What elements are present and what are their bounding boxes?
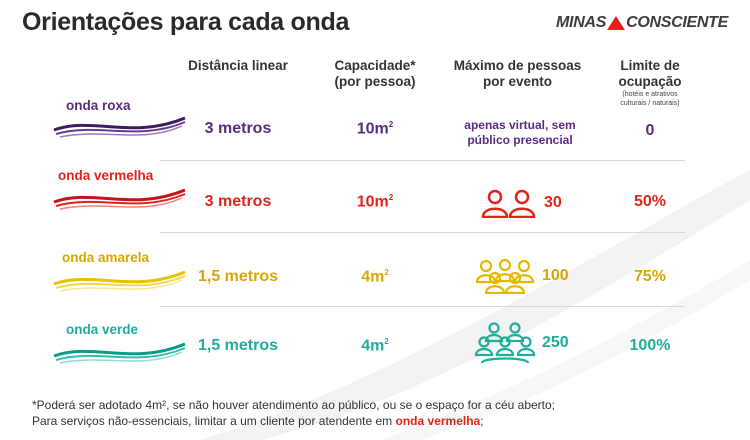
vermelha-capacidade: 10m2 xyxy=(320,193,430,211)
header-maximo-l1: Máximo de pessoas xyxy=(453,58,582,73)
group-people-icon xyxy=(475,258,535,294)
verde-capacidade-value: 4m xyxy=(361,337,385,355)
amarela-distancia: 1,5 metros xyxy=(197,268,279,285)
footnote-line2-end: ; xyxy=(480,414,484,428)
header-limite-sub2: culturais / naturais) xyxy=(620,100,680,107)
row-label-amarela: onda amarela xyxy=(62,250,150,265)
amarela-capacidade: 4m2 xyxy=(320,268,430,286)
amarela-capacidade-value: 4m xyxy=(361,268,385,286)
vermelha-capacidade-value: 10m xyxy=(356,193,389,211)
row-label-roxa: onda roxa xyxy=(66,98,131,113)
verde-maximo-value: 250 xyxy=(542,334,569,351)
row-label-vermelha: onda vermelha xyxy=(58,168,154,183)
header-capacidade-l1: Capacidade* xyxy=(334,58,416,73)
roxa-maximo: apenas virtual, sem público presencial xyxy=(450,118,590,148)
green-wave-icon xyxy=(53,342,186,364)
verde-capacidade: 4m2 xyxy=(320,337,430,355)
amarela-capacidade-sup: 2 xyxy=(384,268,389,277)
amarela-maximo-value: 100 xyxy=(542,267,569,284)
verde-distancia: 1,5 metros xyxy=(197,337,279,354)
vermelha-limite: 50% xyxy=(633,193,667,210)
verde-maximo: 250 xyxy=(474,322,569,364)
footnote-line2: Para serviços não-essenciais, limitar a … xyxy=(32,414,484,428)
amarela-maximo: 100 xyxy=(474,258,569,294)
page-title: Orientações para cada onda xyxy=(22,8,350,36)
row-divider xyxy=(160,232,685,233)
roxa-capacidade-value: 10m xyxy=(356,120,389,138)
header-limite: Limite de ocupação (hotéis e atrativos c… xyxy=(605,58,695,108)
row-label-verde: onda verde xyxy=(66,322,139,337)
red-wave-icon xyxy=(53,188,186,210)
verde-capacidade-sup: 2 xyxy=(384,337,389,346)
row-divider xyxy=(160,306,685,307)
roxa-capacidade: 10m2 xyxy=(320,120,430,138)
purple-wave-icon xyxy=(53,116,186,138)
brand-right: CONSCIENTE xyxy=(626,14,728,31)
yellow-wave-icon xyxy=(53,270,186,292)
roxa-capacidade-sup: 2 xyxy=(388,120,394,129)
header-maximo: Máximo de pessoas por evento xyxy=(450,58,585,90)
amarela-limite: 75% xyxy=(633,268,667,285)
triangle-icon xyxy=(607,16,626,30)
roxa-limite: 0 xyxy=(645,122,655,139)
footnote-line1: *Poderá ser adotado 4m², se não houver a… xyxy=(32,398,556,412)
verde-limite: 100% xyxy=(629,337,671,354)
vermelha-maximo-value: 30 xyxy=(544,194,562,211)
vermelha-capacidade-sup: 2 xyxy=(388,193,394,202)
vermelha-distancia: 3 metros xyxy=(204,193,272,210)
footnote-line2-red: onda vermelha xyxy=(395,414,481,428)
header-capacidade-l2: (por pessoa) xyxy=(334,74,416,89)
header-limite-l2: ocupação xyxy=(618,74,682,89)
roxa-distancia: 3 metros xyxy=(204,120,272,137)
vermelha-maximo: 30 xyxy=(480,188,562,218)
brand-left: MINAS xyxy=(556,14,607,31)
header-limite-l1: Limite de xyxy=(620,58,680,73)
header-distancia: Distância linear xyxy=(188,58,288,73)
roxa-maximo-l1: apenas virtual, sem xyxy=(464,118,576,132)
brand-logo: MINAS CONSCIENTE xyxy=(556,14,728,32)
row-divider xyxy=(160,160,685,161)
roxa-maximo-l2: público presencial xyxy=(467,133,573,147)
footnote-line2-text: Para serviços não-essenciais, limitar a … xyxy=(32,414,396,428)
crowd-people-icon xyxy=(474,322,536,364)
two-people-icon xyxy=(481,189,536,218)
header-capacidade: Capacidade* (por pessoa) xyxy=(320,58,430,90)
header-maximo-l2: por evento xyxy=(482,74,552,89)
header-limite-sub1: (hotéis e atrativos xyxy=(622,91,678,98)
